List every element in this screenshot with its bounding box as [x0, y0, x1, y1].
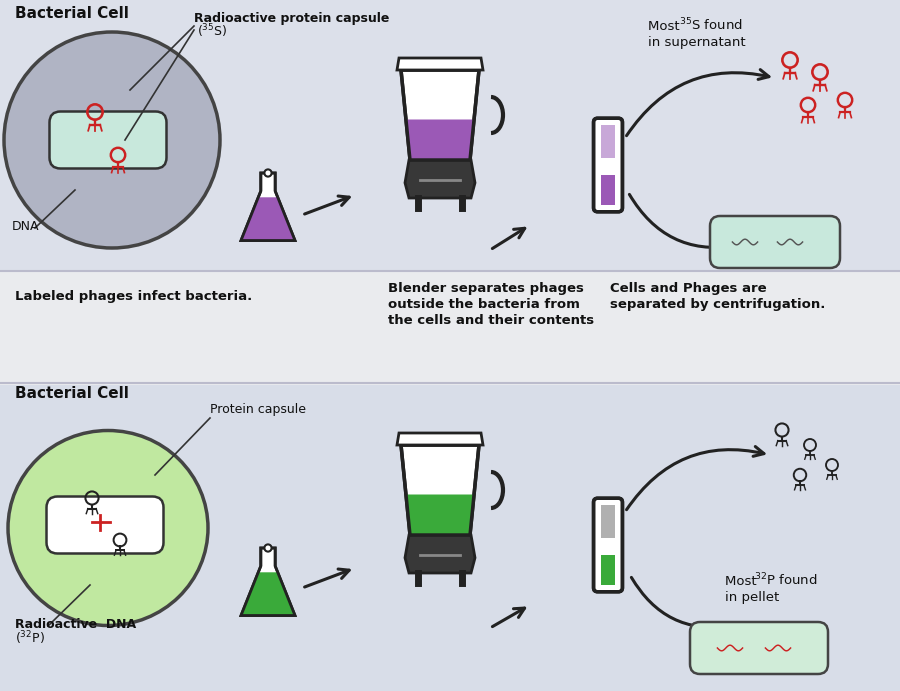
Circle shape: [4, 32, 220, 248]
FancyBboxPatch shape: [50, 111, 166, 169]
Bar: [600, 505, 616, 538]
Text: in pellet: in pellet: [725, 591, 779, 604]
FancyBboxPatch shape: [594, 118, 623, 211]
FancyBboxPatch shape: [594, 498, 623, 591]
Text: separated by centrifugation.: separated by centrifugation.: [610, 298, 825, 311]
Bar: [600, 175, 616, 205]
Polygon shape: [401, 70, 479, 160]
Polygon shape: [405, 535, 475, 573]
Polygon shape: [241, 548, 295, 616]
Polygon shape: [406, 495, 474, 535]
Polygon shape: [241, 198, 295, 240]
Text: Radioactive  DNA: Radioactive DNA: [15, 618, 136, 631]
Text: ($^{32}$P): ($^{32}$P): [15, 629, 45, 647]
FancyBboxPatch shape: [690, 622, 828, 674]
Text: Protein capsule: Protein capsule: [210, 403, 306, 416]
Circle shape: [265, 545, 272, 551]
FancyBboxPatch shape: [710, 216, 840, 268]
Text: Most: Most: [648, 20, 684, 33]
Text: $^{32}$P found: $^{32}$P found: [754, 571, 817, 588]
Text: Blender separates phages: Blender separates phages: [388, 282, 584, 295]
Bar: [0, 270, 900, 385]
Polygon shape: [397, 433, 483, 445]
Bar: [600, 555, 616, 585]
Text: Radioactive protein capsule: Radioactive protein capsule: [194, 12, 390, 25]
Text: DNA: DNA: [12, 220, 40, 233]
FancyBboxPatch shape: [47, 497, 164, 553]
Polygon shape: [405, 160, 475, 198]
Text: $^{35}$S found: $^{35}$S found: [679, 17, 742, 33]
Circle shape: [265, 169, 272, 177]
Text: the cells and their contents: the cells and their contents: [388, 314, 594, 327]
Bar: [600, 125, 616, 158]
Text: Cells and Phages are: Cells and Phages are: [610, 282, 767, 295]
Polygon shape: [406, 120, 474, 160]
Text: Bacterial Cell: Bacterial Cell: [15, 6, 129, 21]
Ellipse shape: [8, 430, 208, 625]
Bar: [0, 385, 900, 691]
Bar: [0, 0, 900, 270]
Text: ($^{35}$S): ($^{35}$S): [197, 22, 227, 39]
Polygon shape: [397, 58, 483, 70]
Text: Labeled phages infect bacteria.: Labeled phages infect bacteria.: [15, 290, 252, 303]
Text: in supernatant: in supernatant: [648, 36, 745, 49]
Polygon shape: [401, 445, 479, 535]
Text: Bacterial Cell: Bacterial Cell: [15, 386, 129, 401]
Text: outside the bacteria from: outside the bacteria from: [388, 298, 580, 311]
Polygon shape: [241, 572, 295, 616]
Polygon shape: [241, 173, 295, 240]
Text: Most: Most: [725, 575, 760, 588]
